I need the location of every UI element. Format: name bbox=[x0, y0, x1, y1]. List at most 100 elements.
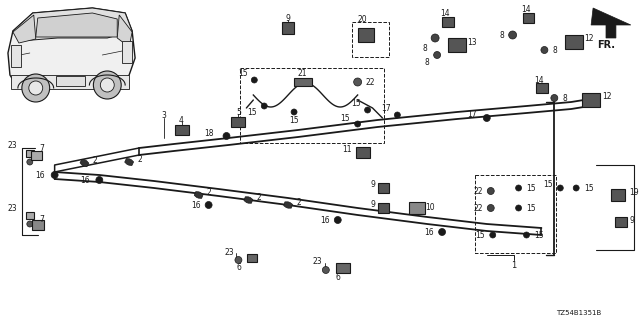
Text: 9: 9 bbox=[371, 180, 376, 188]
Bar bbox=[448, 38, 466, 52]
Polygon shape bbox=[284, 202, 292, 208]
Text: 21: 21 bbox=[297, 68, 307, 77]
Text: 23: 23 bbox=[312, 258, 322, 267]
Circle shape bbox=[22, 74, 50, 102]
Text: 15: 15 bbox=[351, 99, 360, 108]
Text: 14: 14 bbox=[534, 76, 544, 84]
Circle shape bbox=[394, 112, 401, 118]
Text: 9: 9 bbox=[285, 13, 291, 22]
Text: 23: 23 bbox=[225, 247, 234, 257]
Circle shape bbox=[223, 132, 230, 140]
Text: 15: 15 bbox=[475, 230, 484, 239]
Polygon shape bbox=[244, 197, 253, 203]
Text: 15: 15 bbox=[340, 114, 349, 123]
Text: 8: 8 bbox=[500, 30, 505, 39]
Circle shape bbox=[434, 52, 440, 59]
Bar bbox=[378, 183, 389, 193]
Polygon shape bbox=[13, 8, 132, 41]
Text: 22: 22 bbox=[474, 204, 483, 212]
Bar bbox=[582, 93, 600, 107]
Circle shape bbox=[438, 228, 445, 236]
Text: 12: 12 bbox=[584, 34, 594, 43]
Text: 4: 4 bbox=[179, 116, 183, 124]
Text: 20: 20 bbox=[358, 14, 367, 23]
Text: 15: 15 bbox=[527, 183, 536, 193]
Bar bbox=[358, 28, 374, 42]
Bar bbox=[336, 263, 349, 273]
Bar bbox=[522, 13, 534, 23]
Circle shape bbox=[252, 77, 257, 83]
Circle shape bbox=[235, 257, 242, 263]
Circle shape bbox=[100, 78, 115, 92]
Text: 15: 15 bbox=[237, 68, 248, 77]
Text: 1: 1 bbox=[511, 260, 516, 269]
Polygon shape bbox=[117, 15, 132, 47]
Circle shape bbox=[291, 109, 297, 115]
Text: 7: 7 bbox=[40, 143, 45, 153]
Text: 16: 16 bbox=[35, 171, 45, 180]
Bar bbox=[26, 212, 34, 219]
Bar bbox=[122, 41, 132, 63]
Bar bbox=[294, 78, 312, 86]
Text: 18: 18 bbox=[204, 129, 214, 138]
Text: 15: 15 bbox=[584, 183, 594, 193]
Text: 2: 2 bbox=[296, 197, 301, 206]
Bar bbox=[56, 76, 85, 86]
Text: 15: 15 bbox=[543, 180, 552, 188]
Text: 5: 5 bbox=[236, 108, 241, 116]
Text: 9: 9 bbox=[371, 199, 376, 209]
Text: 8: 8 bbox=[563, 93, 567, 102]
Bar bbox=[232, 117, 245, 127]
Text: 16: 16 bbox=[80, 175, 90, 185]
Circle shape bbox=[490, 232, 496, 238]
Text: 10: 10 bbox=[425, 203, 435, 212]
Bar bbox=[11, 45, 21, 67]
Text: 17: 17 bbox=[467, 109, 477, 118]
Text: FR.: FR. bbox=[597, 40, 615, 50]
Circle shape bbox=[431, 34, 439, 42]
Circle shape bbox=[516, 205, 522, 211]
Text: 2: 2 bbox=[207, 188, 211, 196]
Circle shape bbox=[261, 103, 268, 109]
Bar bbox=[615, 217, 627, 227]
Bar bbox=[351, 22, 389, 57]
Text: 15: 15 bbox=[527, 204, 536, 212]
Polygon shape bbox=[80, 159, 89, 167]
Circle shape bbox=[365, 107, 371, 113]
Text: 2: 2 bbox=[137, 155, 142, 164]
Text: 2: 2 bbox=[92, 156, 97, 164]
Text: 23: 23 bbox=[8, 140, 17, 149]
Bar bbox=[32, 220, 44, 230]
Text: 15: 15 bbox=[289, 116, 299, 124]
Circle shape bbox=[541, 46, 548, 53]
Bar bbox=[475, 175, 556, 253]
Text: 8: 8 bbox=[424, 58, 429, 67]
Bar bbox=[241, 68, 385, 143]
Bar bbox=[410, 202, 425, 214]
Circle shape bbox=[93, 71, 121, 99]
Bar bbox=[11, 75, 129, 89]
Circle shape bbox=[27, 221, 33, 227]
Circle shape bbox=[487, 188, 494, 195]
Polygon shape bbox=[591, 8, 631, 38]
Circle shape bbox=[557, 185, 563, 191]
Circle shape bbox=[524, 232, 529, 238]
Text: 12: 12 bbox=[602, 92, 612, 100]
Text: 8: 8 bbox=[552, 45, 557, 54]
Circle shape bbox=[516, 185, 522, 191]
Text: 14: 14 bbox=[521, 4, 531, 13]
Text: 11: 11 bbox=[342, 145, 351, 154]
Circle shape bbox=[29, 81, 43, 95]
Text: 15: 15 bbox=[534, 230, 544, 239]
Text: 16: 16 bbox=[424, 228, 434, 236]
Text: 13: 13 bbox=[467, 37, 477, 46]
Text: 8: 8 bbox=[422, 44, 427, 52]
Polygon shape bbox=[36, 13, 117, 37]
Circle shape bbox=[551, 94, 558, 101]
Circle shape bbox=[27, 159, 33, 165]
Bar bbox=[536, 83, 548, 93]
Polygon shape bbox=[125, 158, 134, 165]
Circle shape bbox=[96, 177, 103, 183]
Bar bbox=[611, 189, 625, 201]
Text: 16: 16 bbox=[191, 201, 201, 210]
